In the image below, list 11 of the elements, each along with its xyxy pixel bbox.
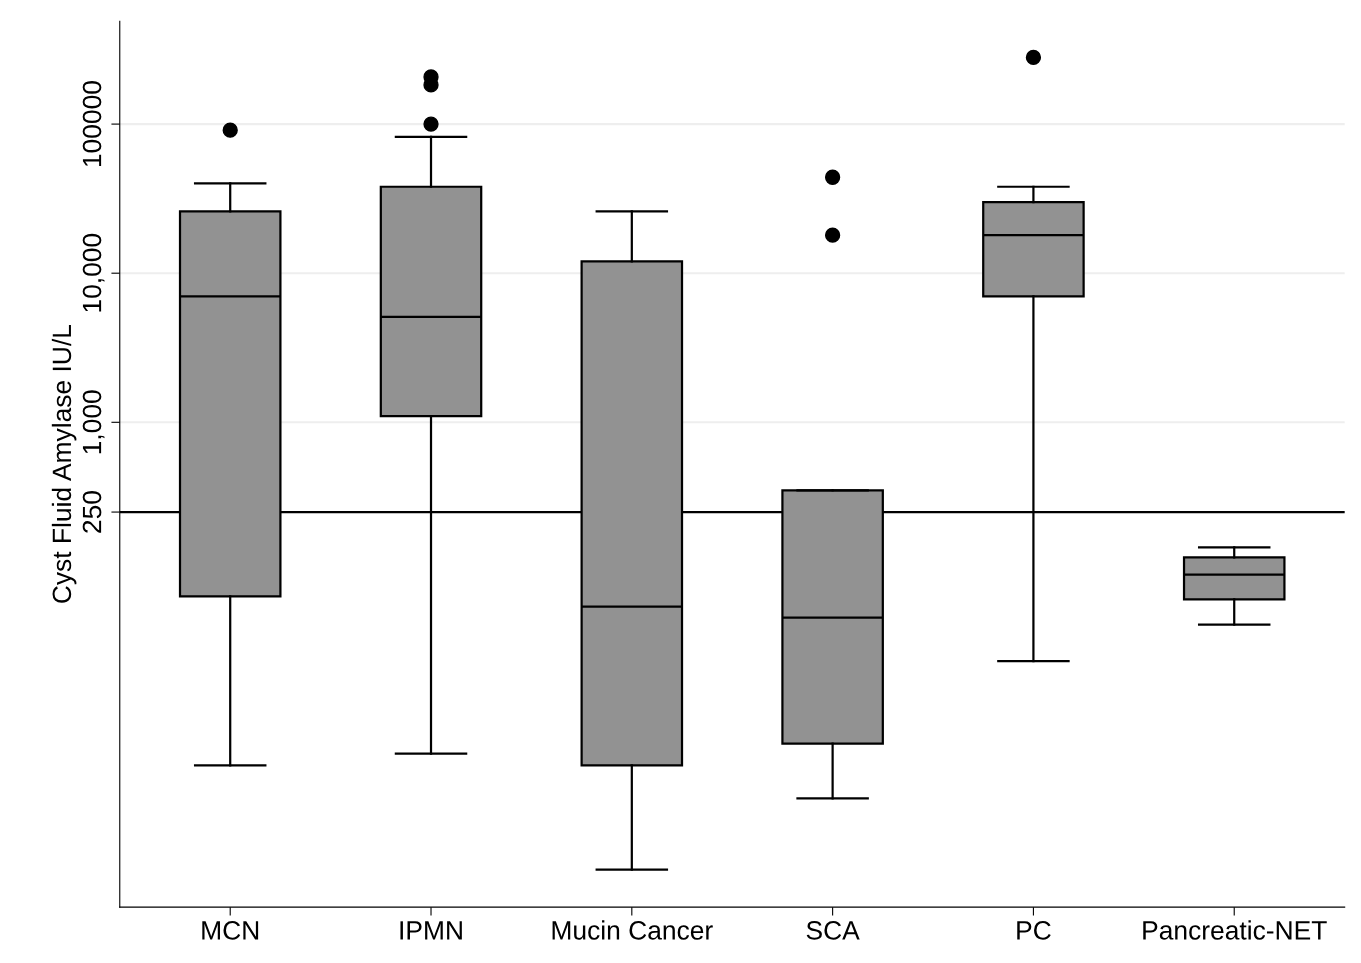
x-tick-label: MCN <box>202 921 259 940</box>
x-tick-label: Pancreatic-NET <box>1143 920 1327 940</box>
x-tick-label: SCA <box>806 921 860 940</box>
x-tick-label: IPMN <box>400 921 462 940</box>
y-tick-label: 1,000 <box>82 390 105 454</box>
x-tick-label: Mucin Cancer <box>552 920 713 940</box>
y-tick-label: 250 <box>82 491 102 533</box>
x-tick-label: PC <box>1017 921 1051 940</box>
y-tick-label: 100000 <box>82 81 102 167</box>
y-tick-label: 10,000 <box>82 233 105 312</box>
y-axis-title: Cyst Fluid Amylase IU/L <box>51 324 77 603</box>
